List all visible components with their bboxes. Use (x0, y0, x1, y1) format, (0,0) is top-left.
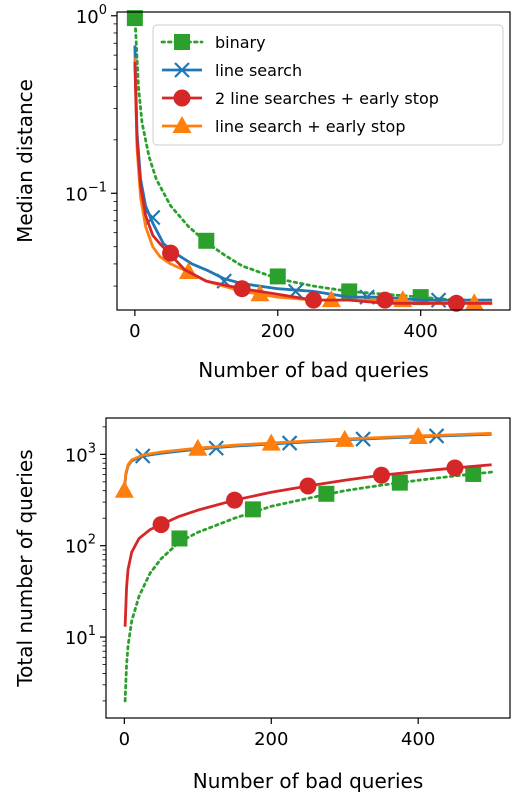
y-tick-label: 102 (65, 533, 96, 558)
series-line (123, 470, 494, 703)
x-tick-label: 400 (401, 729, 435, 750)
series-binary (123, 465, 494, 703)
y-tick-label: 103 (65, 441, 96, 466)
series-binary (126, 10, 494, 306)
data-point (391, 474, 408, 491)
data-point (335, 429, 355, 447)
legend: binary line search 2 line searches + early… (152, 24, 504, 146)
x-axis-title: Number of bad queries (193, 769, 424, 792)
data-point (321, 290, 341, 308)
data-point (305, 291, 322, 309)
data-point (269, 268, 286, 285)
y-tick-label: 101 (65, 624, 96, 649)
data-point (188, 438, 208, 456)
data-point (261, 433, 281, 451)
y-tick-label: 100 (76, 3, 107, 28)
data-point (226, 491, 244, 509)
series-line-search-early-stop (114, 426, 492, 498)
legend-marker (172, 116, 192, 133)
data-point (465, 465, 482, 482)
y-tick-label: 10−1 (65, 180, 107, 205)
data-point (372, 466, 390, 484)
legend-label: 2 line searches + early stop (215, 89, 439, 108)
legend-box (152, 24, 504, 146)
series-line (122, 431, 492, 489)
y-axis-title: Median distance (13, 79, 37, 243)
data-point (233, 280, 251, 298)
data-point (152, 516, 170, 534)
chart-panel-1: 0 200 400 100 10−1 Number of bad queries Media… (13, 3, 511, 382)
x-tick-label: 200 (261, 321, 295, 342)
series-2-line-searches-early-stop (123, 459, 492, 627)
data-point (171, 530, 188, 547)
chart-panel-2: 0 200 400 101 102 103 Number of bad queries Tot… (13, 417, 511, 792)
legend-label: binary (215, 33, 266, 52)
data-point (376, 291, 394, 309)
data-point (114, 480, 134, 498)
data-point (408, 426, 428, 444)
series-line (123, 463, 492, 627)
data-point (208, 440, 224, 456)
x-tick-label: 0 (119, 729, 130, 750)
legend-marker (174, 62, 190, 78)
legend-label: line search + early stop (215, 117, 405, 136)
series-line (133, 14, 494, 302)
data-point (464, 293, 484, 311)
legend-label: line search (215, 61, 302, 80)
x-axis-title: Number of bad queries (198, 358, 429, 382)
series-2-line-searches-early-stop (133, 61, 493, 312)
data-point (299, 477, 317, 495)
plot-frame (116, 11, 511, 311)
y-axis-title: Total number of queries (13, 449, 37, 687)
data-point (318, 485, 335, 502)
legend-marker (174, 34, 190, 50)
data-point (447, 294, 465, 312)
x-tick-label: 200 (254, 729, 288, 750)
data-point (430, 292, 447, 308)
data-point (126, 10, 143, 27)
data-point (162, 244, 180, 262)
data-point (198, 232, 215, 249)
series-line (133, 61, 493, 305)
plot-frame (105, 417, 511, 719)
data-point (244, 501, 261, 518)
x-tick-label: 0 (129, 321, 140, 342)
data-point (446, 459, 464, 477)
x-tick-label: 400 (404, 321, 438, 342)
legend-marker (173, 89, 191, 107)
